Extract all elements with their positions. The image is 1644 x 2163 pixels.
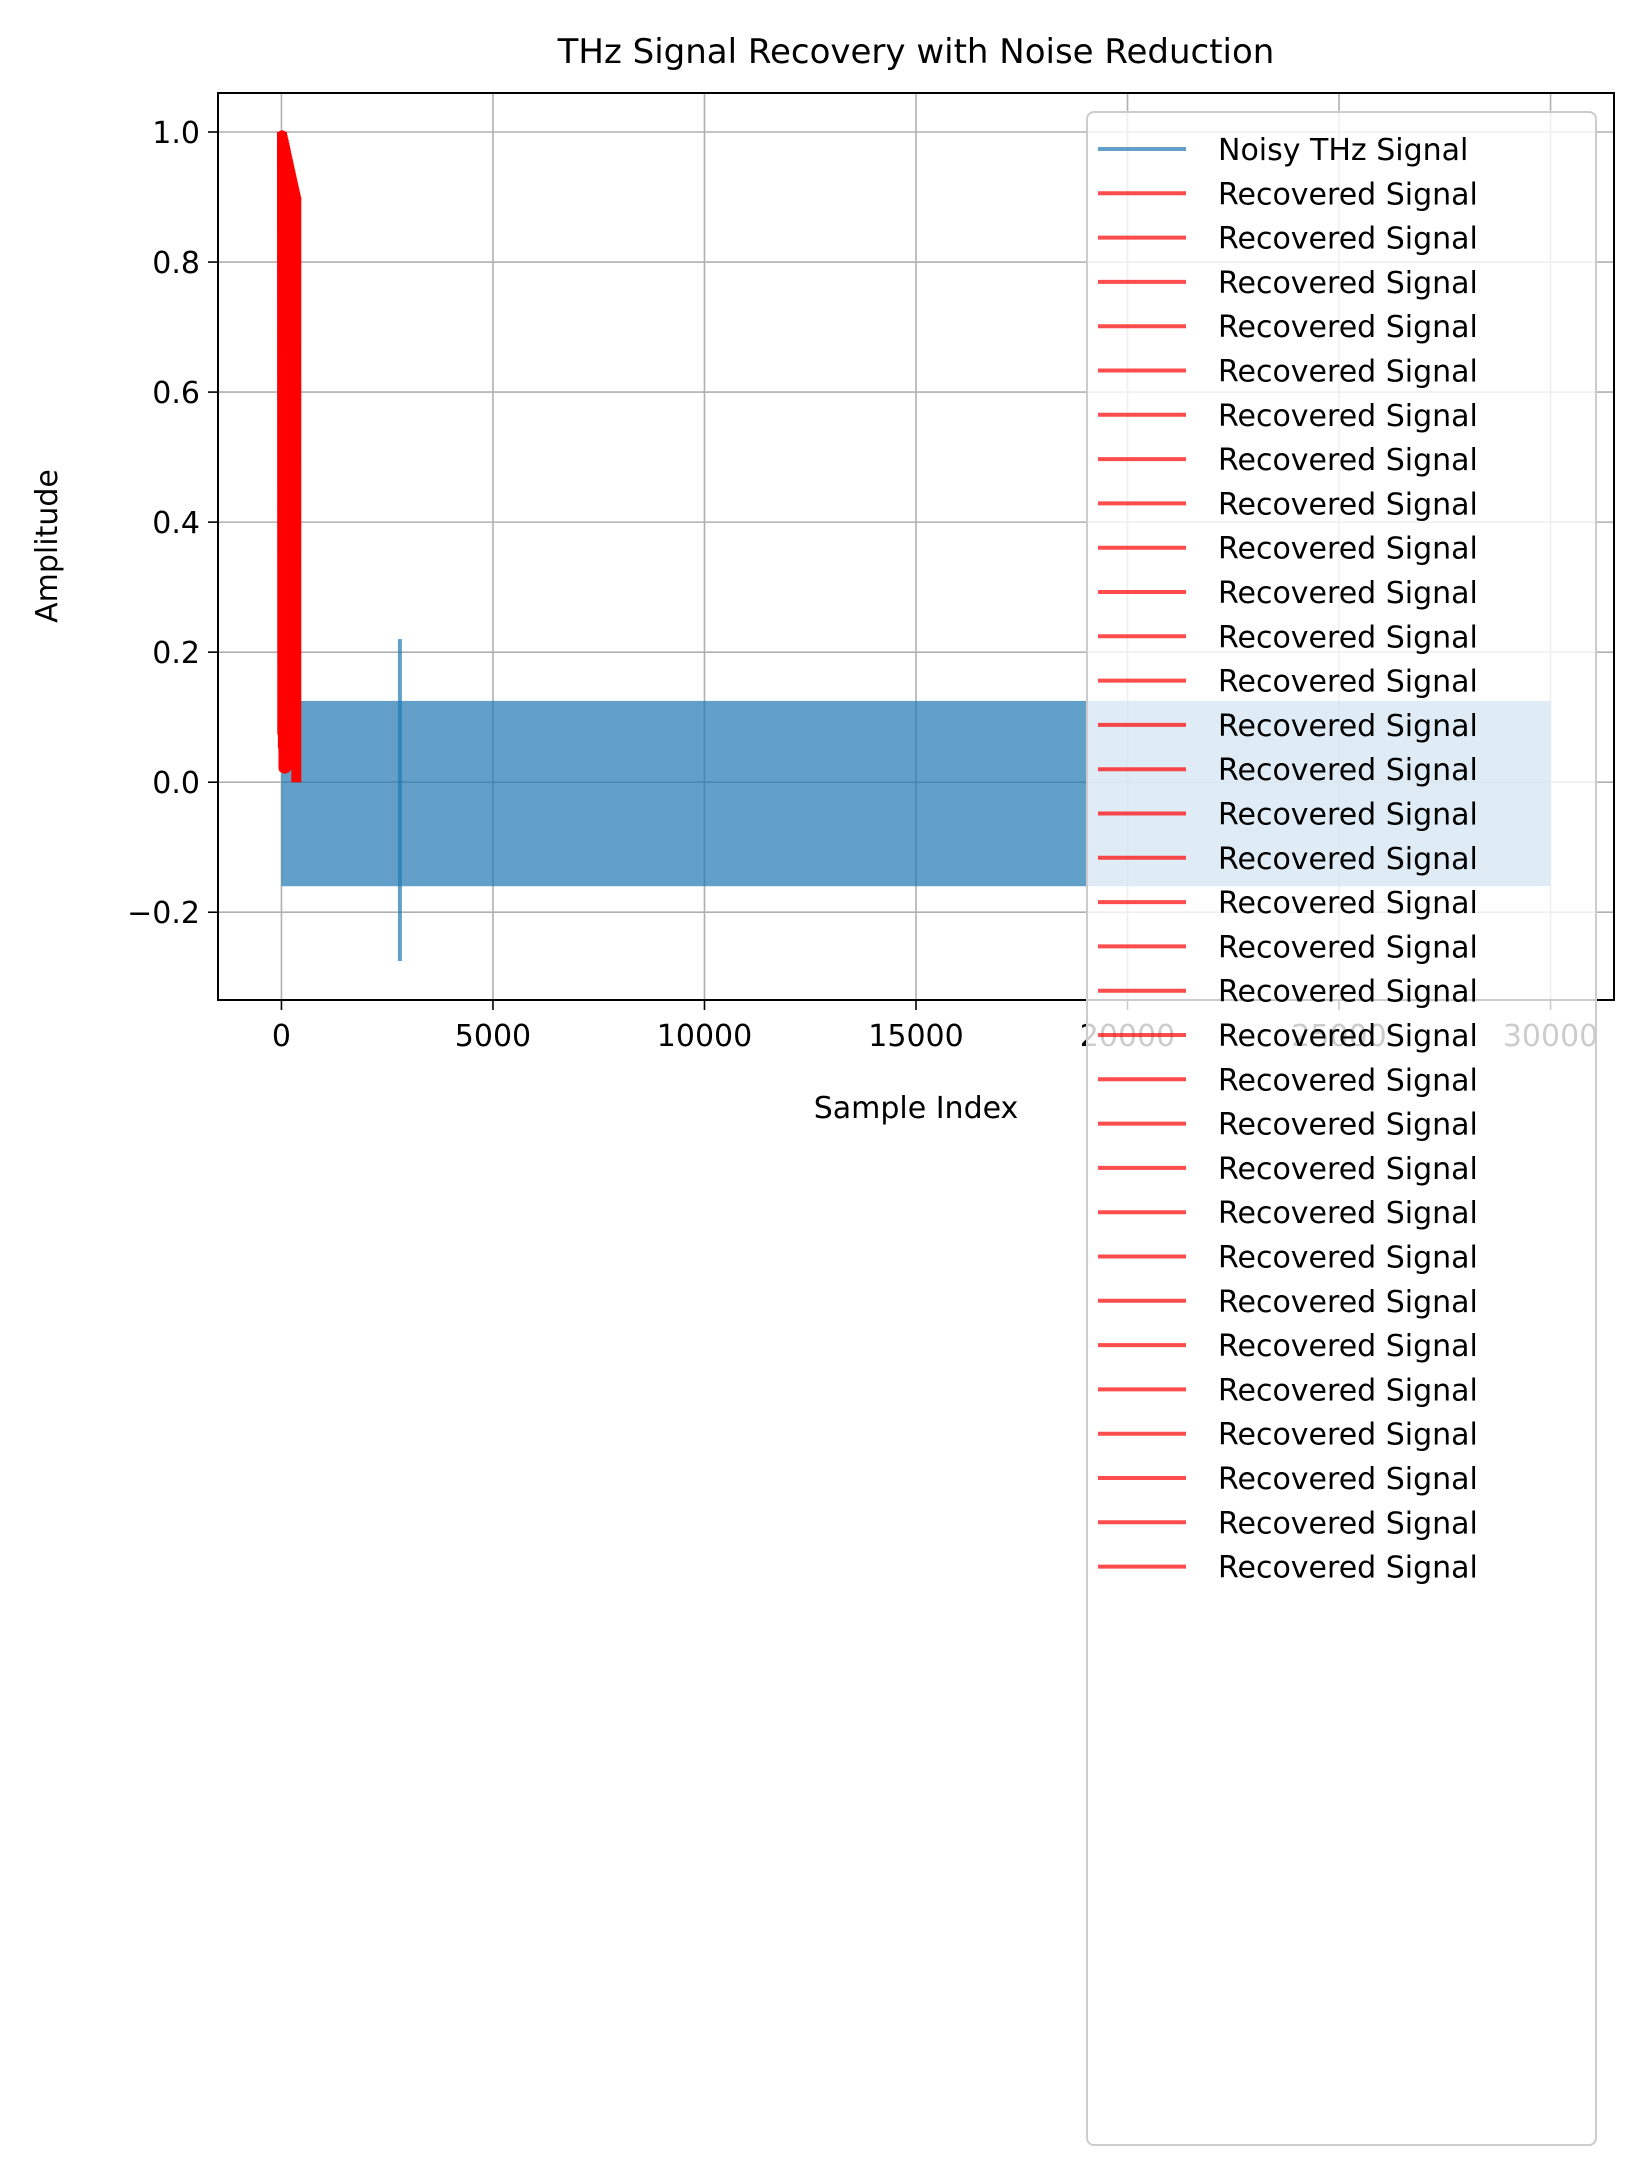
legend-entries: Noisy THz Signal Recovered Signal Recovere… — [1098, 133, 1478, 1586]
legend-label: Recovered Signal — [1218, 930, 1478, 965]
legend-label: Recovered Signal — [1218, 753, 1478, 788]
recovered-signal-series — [277, 130, 302, 783]
y-tick-label: 0.4 — [152, 506, 200, 541]
x-tick-label: 0 — [272, 1019, 291, 1054]
legend-label: Recovered Signal — [1218, 222, 1478, 257]
legend-label: Recovered Signal — [1218, 1063, 1478, 1098]
y-tick-label: 0.0 — [152, 766, 200, 801]
legend-label: Recovered Signal — [1218, 975, 1478, 1010]
y-axis-label: Amplitude — [30, 469, 65, 623]
y-tick-label: 0.6 — [152, 376, 200, 411]
legend-label: Recovered Signal — [1218, 1241, 1478, 1276]
legend-label: Recovered Signal — [1218, 355, 1478, 390]
y-axis-ticks: −0.2 0.0 0.2 0.4 0.6 0.8 1.0 — [127, 116, 218, 931]
legend-label: Recovered Signal — [1218, 1152, 1478, 1187]
y-tick-label: 0.2 — [152, 636, 200, 671]
legend-label: Recovered Signal — [1218, 665, 1478, 700]
legend-box — [1086, 111, 1597, 2146]
legend-label: Recovered Signal — [1218, 1329, 1478, 1364]
legend-label: Recovered Signal — [1218, 620, 1478, 655]
legend: Noisy THz Signal Recovered Signal Recovere… — [1086, 111, 1597, 2146]
legend-label: Recovered Signal — [1218, 177, 1478, 212]
legend-label: Noisy THz Signal — [1218, 133, 1468, 168]
legend-label: Recovered Signal — [1218, 1108, 1478, 1143]
legend-label: Recovered Signal — [1218, 310, 1478, 345]
legend-label: Recovered Signal — [1218, 443, 1478, 478]
legend-label: Recovered Signal — [1218, 1373, 1478, 1408]
legend-label: Recovered Signal — [1218, 886, 1478, 921]
x-axis-label: Sample Index — [814, 1091, 1019, 1126]
chart-title: THz Signal Recovery with Noise Reduction — [557, 32, 1275, 72]
legend-label: Recovered Signal — [1218, 1285, 1478, 1320]
legend-label: Recovered Signal — [1218, 1196, 1478, 1231]
legend-label: Recovered Signal — [1218, 709, 1478, 744]
x-tick-label: 15000 — [868, 1019, 963, 1054]
y-tick-label: 1.0 — [152, 116, 200, 151]
legend-label: Recovered Signal — [1218, 576, 1478, 611]
y-tick-label: −0.2 — [127, 896, 200, 931]
recovered-signal-line — [282, 131, 302, 783]
legend-label: Recovered Signal — [1218, 1019, 1478, 1054]
legend-label: Recovered Signal — [1218, 487, 1478, 522]
legend-label: Recovered Signal — [1218, 842, 1478, 877]
legend-label: Recovered Signal — [1218, 399, 1478, 434]
legend-label: Recovered Signal — [1218, 1462, 1478, 1497]
y-tick-label: 0.8 — [152, 246, 200, 281]
x-tick-label: 5000 — [455, 1019, 531, 1054]
legend-label: Recovered Signal — [1218, 1551, 1478, 1586]
legend-label: Recovered Signal — [1218, 1506, 1478, 1541]
legend-label: Recovered Signal — [1218, 1418, 1478, 1453]
legend-label: Recovered Signal — [1218, 532, 1478, 567]
legend-label: Recovered Signal — [1218, 266, 1478, 301]
legend-label: Recovered Signal — [1218, 798, 1478, 833]
x-tick-label: 10000 — [657, 1019, 752, 1054]
